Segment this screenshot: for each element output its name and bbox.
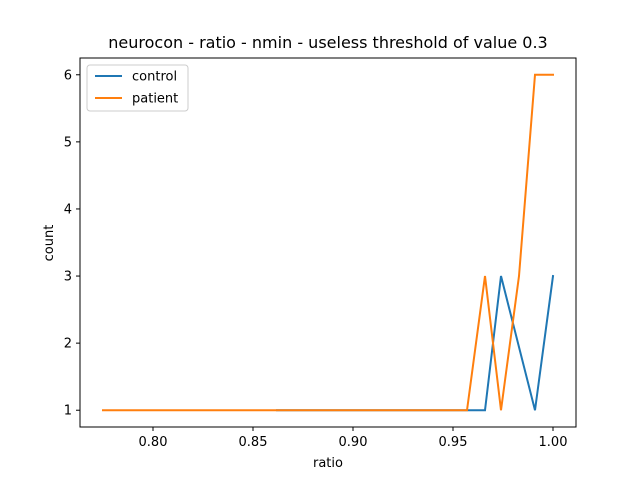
y-tick-label: 6 [64, 68, 72, 83]
plot-frame [79, 57, 577, 428]
x-tick-label: 0.80 [139, 435, 168, 450]
chart-title: neurocon - ratio - nmin - useless thresh… [108, 33, 547, 52]
legend-label-patient: patient [132, 92, 178, 107]
x-tick-label: 0.85 [239, 435, 268, 450]
x-tick-label: 0.95 [439, 435, 468, 450]
series-line-patient [102, 73, 554, 412]
y-tick-label: 3 [64, 270, 72, 285]
plot-area [102, 73, 555, 412]
y-axis: 1 2 3 4 5 6 [64, 68, 80, 419]
y-tick-label: 2 [64, 337, 72, 352]
x-tick-label: 1.00 [539, 435, 568, 450]
legend: control patient [86, 64, 189, 112]
y-tick-label: 4 [64, 202, 72, 217]
x-axis-label: ratio [313, 456, 343, 471]
y-axis-label: count [42, 225, 57, 262]
x-tick-label: 0.90 [339, 435, 368, 450]
x-axis: 0.80 0.85 0.90 0.95 1.00 [139, 427, 568, 450]
y-tick-label: 1 [64, 404, 72, 419]
y-tick-label: 5 [64, 135, 72, 150]
legend-label-control: control [132, 70, 177, 85]
